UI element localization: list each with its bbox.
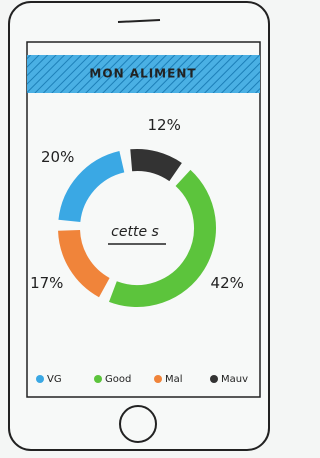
value-label: 42% — [211, 274, 244, 292]
legend-label: Mal — [165, 374, 183, 385]
phone-screen: MON ALIMENT cette s 20% 12% 42% 17% VG Good Ma… — [0, 0, 277, 458]
chart-title: MON ALIMENT — [89, 67, 196, 81]
legend-dot — [94, 375, 102, 383]
center-label: cette s — [111, 224, 159, 240]
donut-segment — [131, 160, 175, 172]
value-label: 17% — [30, 274, 63, 292]
legend-label: VG — [47, 374, 62, 385]
legend-dot — [154, 375, 162, 383]
legend-label: Mauv — [221, 374, 248, 385]
legend-dot — [210, 375, 218, 383]
value-label: 20% — [41, 148, 74, 166]
legend-dot — [36, 375, 44, 383]
legend-label: Good — [105, 374, 131, 385]
value-label: 12% — [148, 116, 181, 134]
